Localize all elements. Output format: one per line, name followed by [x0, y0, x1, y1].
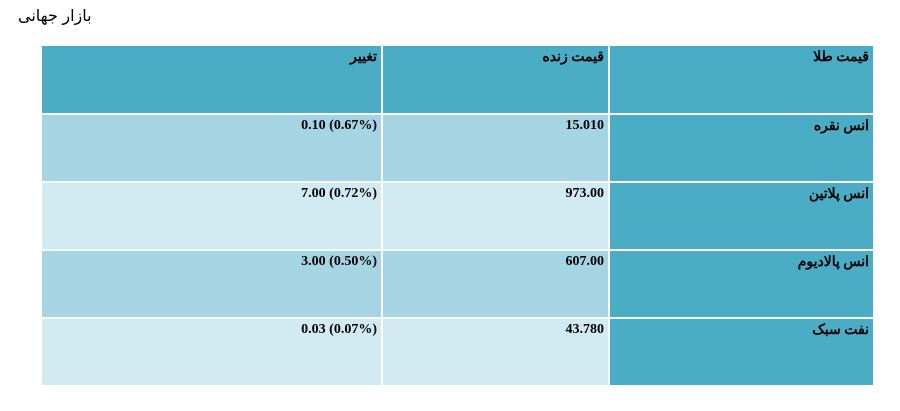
row-change: 0.10 (0.67%)	[42, 115, 381, 181]
header-gold-price: قیمت طلا	[610, 46, 873, 113]
table-row: انس نقره 15.010 0.10 (0.67%)	[42, 115, 873, 181]
row-price: 15.010	[383, 115, 608, 181]
table-row: نفت سبک 43.780 0.03 (0.07%)	[42, 319, 873, 385]
row-change: 7.00 (0.72%)	[42, 183, 381, 249]
page-title: بازار جهانی	[18, 8, 92, 25]
row-price: 43.780	[383, 319, 608, 385]
row-name: انس نقره	[610, 115, 873, 181]
row-name: انس پالادیوم	[610, 251, 873, 317]
table-row: انس پالادیوم 607.00 3.00 (0.50%)	[42, 251, 873, 317]
world-market-table: قیمت طلا قیمت زنده تغییر انس نقره 15.010…	[40, 44, 875, 387]
header-live-price: قیمت زنده	[383, 46, 608, 113]
table-row: انس پلاتین 973.00 7.00 (0.72%)	[42, 183, 873, 249]
row-name: انس پلاتین	[610, 183, 873, 249]
table-header-row: قیمت طلا قیمت زنده تغییر	[42, 46, 873, 113]
row-name: نفت سبک	[610, 319, 873, 385]
row-change: 3.00 (0.50%)	[42, 251, 381, 317]
row-price: 607.00	[383, 251, 608, 317]
header-change: تغییر	[42, 46, 381, 113]
row-price: 973.00	[383, 183, 608, 249]
row-change: 0.03 (0.07%)	[42, 319, 381, 385]
